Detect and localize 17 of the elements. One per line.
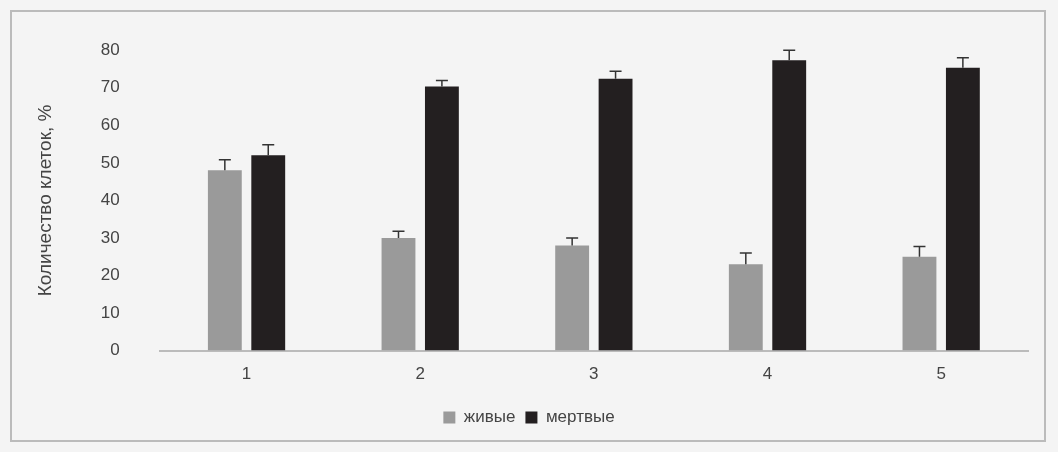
y-tick-label: 30 <box>100 227 120 247</box>
x-tick-label: 5 <box>936 364 946 384</box>
y-tick-label: 10 <box>100 302 120 322</box>
x-tick-label: 1 <box>241 364 252 384</box>
y-tick-label: 0 <box>110 340 120 360</box>
y-axis-title: Количество клеток, % <box>33 104 55 297</box>
y-tick-label: 60 <box>100 114 120 134</box>
y-tick-label: 50 <box>100 152 120 172</box>
x-tick-label: 3 <box>589 364 599 384</box>
legend-label: мертвые <box>545 407 615 427</box>
x-tick-label: 4 <box>762 364 773 384</box>
y-tick-label: 40 <box>100 190 120 210</box>
x-tick-label: 2 <box>415 364 425 384</box>
y-tick-label: 70 <box>100 77 120 97</box>
y-tick-label: 20 <box>100 265 120 285</box>
y-tick-label: 80 <box>100 39 120 59</box>
legend-label: живые <box>463 407 516 427</box>
